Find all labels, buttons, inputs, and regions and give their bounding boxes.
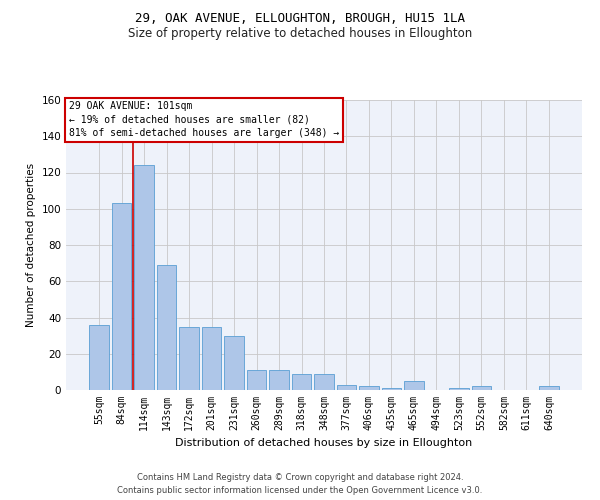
Bar: [157, 265, 176, 390]
Bar: [472, 386, 491, 390]
Bar: [539, 386, 559, 390]
Bar: [404, 381, 424, 390]
Bar: [382, 388, 401, 390]
Bar: [314, 374, 334, 390]
Text: 29 OAK AVENUE: 101sqm
← 19% of detached houses are smaller (82)
81% of semi-deta: 29 OAK AVENUE: 101sqm ← 19% of detached …: [68, 102, 339, 138]
Text: Contains HM Land Registry data © Crown copyright and database right 2024.
Contai: Contains HM Land Registry data © Crown c…: [118, 474, 482, 495]
Y-axis label: Number of detached properties: Number of detached properties: [26, 163, 36, 327]
X-axis label: Distribution of detached houses by size in Elloughton: Distribution of detached houses by size …: [175, 438, 473, 448]
Bar: [134, 165, 154, 390]
Bar: [449, 388, 469, 390]
Bar: [224, 336, 244, 390]
Text: Size of property relative to detached houses in Elloughton: Size of property relative to detached ho…: [128, 28, 472, 40]
Bar: [247, 370, 266, 390]
Bar: [359, 386, 379, 390]
Text: 29, OAK AVENUE, ELLOUGHTON, BROUGH, HU15 1LA: 29, OAK AVENUE, ELLOUGHTON, BROUGH, HU15…: [135, 12, 465, 26]
Bar: [179, 326, 199, 390]
Bar: [269, 370, 289, 390]
Bar: [337, 384, 356, 390]
Bar: [292, 374, 311, 390]
Bar: [89, 325, 109, 390]
Bar: [202, 326, 221, 390]
Bar: [112, 204, 131, 390]
